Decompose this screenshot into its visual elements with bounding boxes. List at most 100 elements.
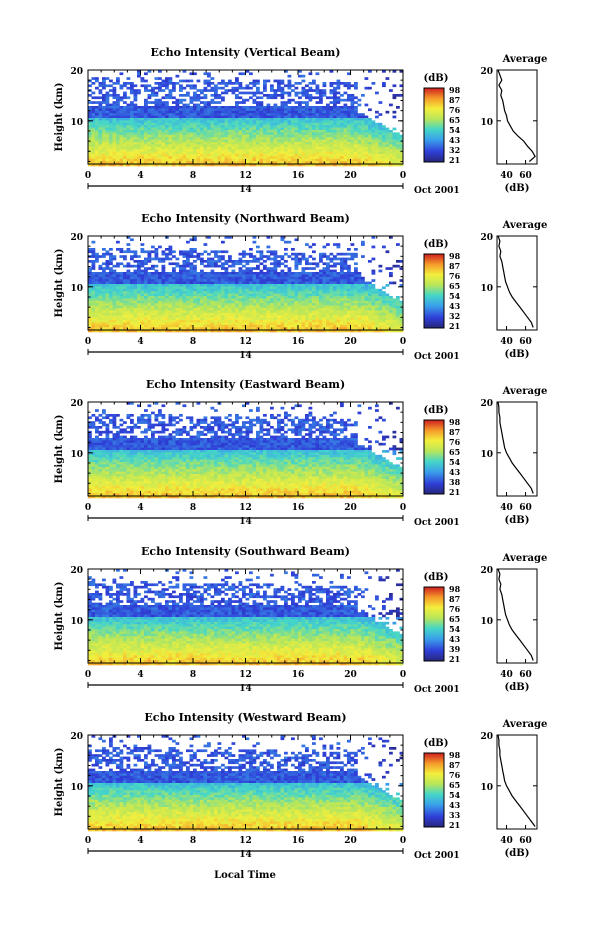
heatmap-cell	[196, 113, 201, 116]
heatmap-cell	[245, 281, 250, 285]
heatmap-cell	[389, 137, 393, 140]
heatmap-cell	[105, 142, 110, 145]
heatmap-cell	[154, 281, 159, 285]
heatmap-cell	[256, 310, 260, 314]
heatmap-cell	[140, 296, 145, 299]
heatmap-cell	[130, 284, 134, 287]
heatmap-cell	[123, 250, 127, 254]
heatmap-cell	[109, 286, 113, 290]
heatmap-cell	[277, 329, 281, 333]
heatmap-cell	[245, 142, 250, 145]
heatmap-cell	[182, 132, 187, 136]
heatmap-cell	[252, 110, 257, 114]
heatmap-cell	[245, 161, 250, 164]
heatmap-cell	[95, 276, 99, 280]
heatmap-cell	[231, 156, 236, 160]
heatmap-cell	[154, 139, 159, 143]
heatmap-cell	[326, 161, 330, 164]
heatmap-cell	[214, 310, 218, 314]
heatmap-cell	[95, 142, 99, 145]
heatmap-cell	[95, 279, 99, 282]
heatmap-cell	[298, 149, 302, 152]
heatmap-cell	[158, 322, 162, 326]
heatmap-cell	[333, 139, 337, 143]
heatmap-cell	[396, 151, 400, 155]
heatmap-cell	[144, 298, 148, 302]
heatmap-cell	[249, 252, 253, 256]
heatmap-cell	[333, 276, 337, 280]
heatmap-cell	[238, 296, 243, 299]
heatmap-cell	[116, 137, 120, 140]
heatmap-cell	[287, 118, 292, 121]
heatmap-cell	[263, 113, 267, 116]
heatmap-cell	[333, 149, 337, 152]
heatmap-cell	[189, 149, 194, 152]
heatmap-cell	[298, 272, 302, 275]
heatmap-cell	[137, 115, 141, 119]
heatmap-cell	[224, 139, 229, 143]
heatmap-cell	[168, 115, 173, 119]
heatmap-cell	[105, 281, 110, 285]
heatmap-cell	[91, 132, 96, 136]
heatmap-cell	[256, 260, 260, 263]
heatmap-cell	[284, 130, 288, 133]
heatmap-cell	[88, 79, 92, 83]
heatmap-cell	[308, 322, 313, 326]
heatmap-cell	[175, 310, 180, 314]
heatmap-cell	[95, 113, 99, 116]
heatmap-cell	[291, 296, 295, 299]
heatmap-cell	[238, 305, 243, 309]
heatmap-cell	[333, 264, 337, 268]
heatmap-cell	[364, 103, 369, 107]
heatmap-cell	[378, 127, 383, 131]
heatmap-cell	[294, 132, 299, 136]
heatmap-cell	[340, 127, 344, 131]
heatmap-cell	[291, 113, 295, 116]
heatmap-cell	[385, 144, 390, 148]
heatmap-cell	[235, 303, 239, 306]
heatmap-cell	[186, 284, 190, 287]
heatmap-cell	[270, 154, 274, 157]
heatmap-cell	[189, 156, 194, 160]
heatmap-cell	[130, 84, 134, 88]
heatmap-cell	[301, 284, 306, 287]
heatmap-cell	[228, 137, 232, 140]
heatmap-cell	[172, 127, 176, 131]
heatmap-cell	[312, 156, 316, 160]
heatmap-cell	[105, 317, 110, 321]
heatmap-cell	[336, 320, 341, 323]
heatmap-cell	[263, 303, 267, 306]
heatmap-cell	[186, 317, 190, 321]
heatmap-cell	[329, 115, 334, 119]
heatmap-cell	[291, 300, 295, 304]
heatmap-cell	[284, 139, 288, 143]
heatmap-cell	[329, 298, 334, 302]
heatmap-cell	[273, 103, 278, 107]
heatmap-cell	[364, 146, 369, 150]
heatmap-cell	[336, 262, 341, 266]
heatmap-cell	[214, 298, 218, 302]
heatmap-cell	[207, 286, 211, 290]
heatmap-cell	[347, 118, 351, 121]
heatmap-cell	[144, 272, 148, 275]
heatmap-cell	[389, 158, 393, 162]
heatmap-cell	[315, 113, 320, 116]
heatmap-cell	[298, 110, 302, 114]
heatmap-cell	[133, 260, 138, 263]
heatmap-cell	[333, 324, 337, 328]
heatmap-cell	[193, 125, 197, 128]
heatmap-cell	[193, 308, 197, 311]
heatmap-cell	[245, 122, 250, 126]
heatmap-cell	[294, 324, 299, 328]
heatmap-cell	[109, 320, 113, 323]
heatmap-cell	[105, 272, 110, 275]
heatmap-cell	[385, 139, 390, 143]
heatmap-cell	[259, 101, 264, 104]
heatmap-cell	[396, 156, 400, 160]
heatmap-cell	[88, 154, 92, 157]
heatmap-cell	[137, 149, 141, 152]
heatmap-cell	[200, 118, 204, 121]
heatmap-cell	[147, 281, 152, 285]
heatmap-cell	[196, 110, 201, 114]
heatmap-cell	[301, 113, 306, 116]
